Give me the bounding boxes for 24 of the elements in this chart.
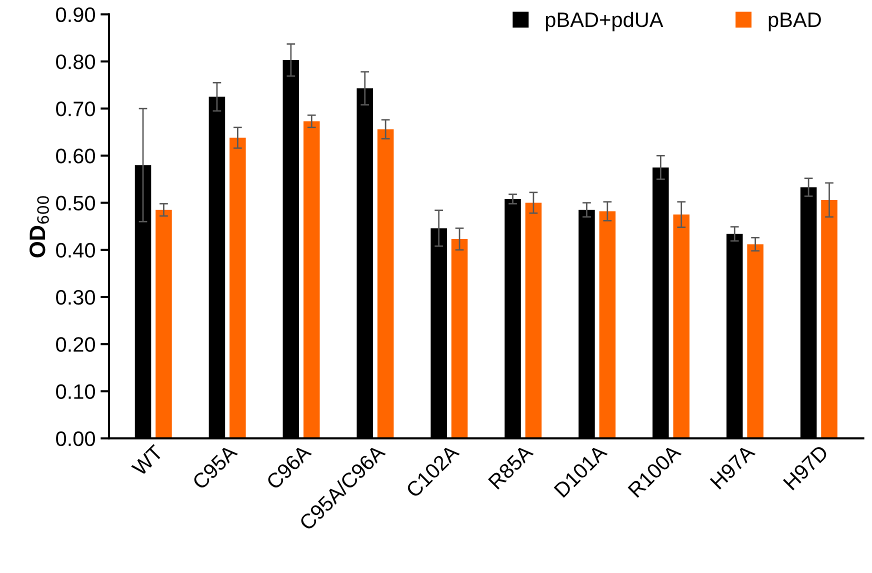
y-tick-label: 0.50 bbox=[56, 196, 95, 211]
y-tick-label: 0.80 bbox=[56, 54, 95, 70]
bar bbox=[599, 211, 616, 438]
y-tick-label: 0.30 bbox=[56, 290, 95, 305]
y-axis-title: OD$_{600}$ bbox=[30, 196, 49, 258]
legend-label: pBAD+pdUA bbox=[546, 12, 664, 32]
bar bbox=[747, 244, 764, 438]
y-tick-label: 0.70 bbox=[56, 102, 95, 116]
y-tick-label: 0.60 bbox=[56, 148, 95, 164]
y-tick-label: 0.10 bbox=[56, 384, 95, 399]
y-tick-label: 0.40 bbox=[56, 242, 95, 258]
y-tick-label: 0.90 bbox=[56, 7, 95, 22]
bar bbox=[525, 202, 542, 438]
bar bbox=[377, 129, 394, 438]
bar bbox=[673, 214, 690, 438]
legend-label: pBAD bbox=[768, 12, 821, 32]
bar bbox=[156, 210, 172, 438]
bar bbox=[451, 239, 468, 438]
y-tick-label: 0.20 bbox=[56, 337, 95, 352]
y-tick-label: 0.00 bbox=[56, 431, 95, 446]
x-tick-label: WT bbox=[131, 444, 164, 477]
bar bbox=[230, 138, 246, 438]
bar bbox=[303, 121, 320, 438]
bar bbox=[821, 200, 838, 438]
